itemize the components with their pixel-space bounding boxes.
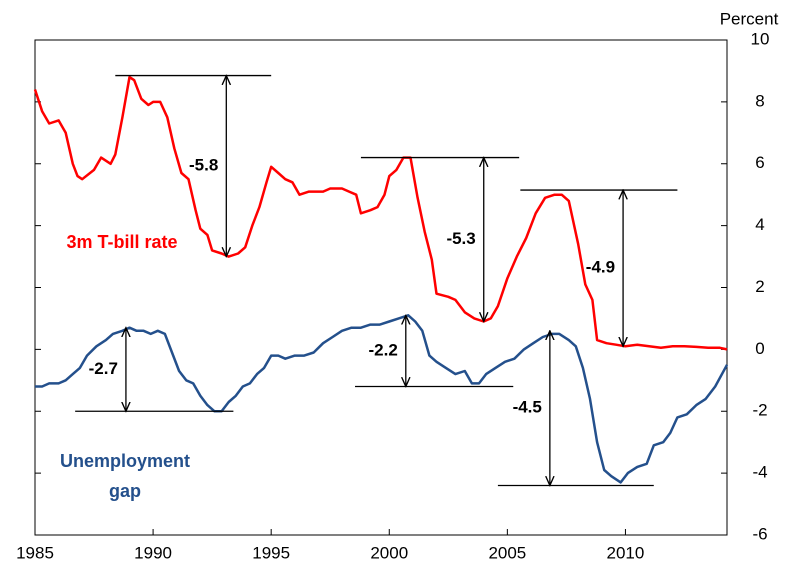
series-label: Unemployment gap	[59, 451, 191, 501]
annotation-label: -2.2	[369, 340, 398, 359]
x-tick-label: 2000	[370, 543, 408, 562]
x-tick-label: 1995	[252, 543, 290, 562]
y-tick-label: 10	[751, 29, 770, 48]
series-line	[35, 314, 729, 484]
y-tick-label: -6	[752, 524, 767, 543]
annotation-label: -4.9	[586, 258, 615, 277]
x-tick-label: 1990	[134, 543, 172, 562]
y-tick-label: 8	[755, 91, 764, 110]
annotation-label: -5.8	[189, 156, 218, 175]
y-tick-label: 4	[755, 215, 764, 234]
y-axis-label: Percent	[720, 9, 779, 28]
x-tick-label: 2010	[607, 543, 645, 562]
y-tick-label: -4	[752, 463, 767, 482]
y-tick-label: -2	[752, 401, 767, 420]
y-tick-label: 6	[755, 153, 764, 172]
x-tick-label: 1985	[16, 543, 54, 562]
annotation-label: -2.7	[89, 359, 118, 378]
series-line	[33, 75, 728, 351]
x-tick-label: 2005	[488, 543, 526, 562]
annotation-label: -4.5	[513, 398, 542, 417]
series-label: 3m T-bill rate	[66, 232, 178, 252]
annotation-label: -5.3	[446, 229, 475, 248]
y-tick-label: 2	[755, 277, 764, 296]
y-tick-label: 0	[755, 339, 764, 358]
